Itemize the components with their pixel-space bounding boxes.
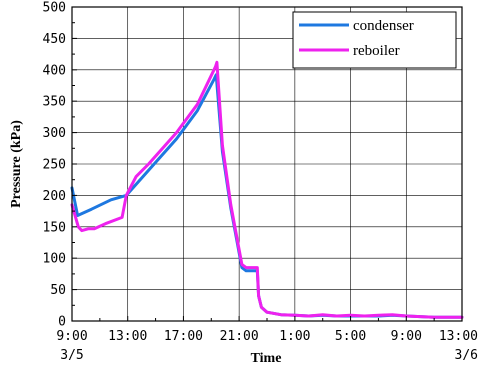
x-tick-label: 5:00: [335, 329, 366, 344]
y-tick-label: 350: [43, 95, 66, 110]
series-line-reboiler: [70, 60, 464, 319]
x-tick-labels: 9:00 13:00 17:00 21:00 1:00 5:00 9:00 13:00: [56, 329, 478, 344]
y-tick-label: 150: [43, 220, 66, 235]
x-tick-label: 9:00: [56, 329, 87, 344]
y-tick-label: 250: [43, 158, 66, 173]
legend-label-reboiler: reboiler: [353, 43, 400, 59]
x-tick-label: 13:00: [108, 329, 147, 344]
legend: condenser reboiler: [292, 11, 457, 69]
x-date-label: 3/5: [60, 348, 83, 363]
x-tick-label: 17:00: [164, 329, 203, 344]
x-axis-title: Time: [251, 351, 282, 366]
y-tick-labels: 0 50 100 150 200 250 300 350 400 450 500: [43, 1, 66, 330]
y-tick-label: 200: [43, 189, 66, 204]
y-tick-label: 500: [43, 1, 66, 16]
x-tick-label: 9:00: [391, 329, 422, 344]
plot-frame: [71, 6, 463, 322]
series-layer: [70, 60, 464, 319]
x-tick-label: 1:00: [279, 329, 310, 344]
legend-box: [292, 11, 457, 69]
x-date-label: 3/6: [455, 348, 478, 363]
y-tick-label: 300: [43, 126, 66, 141]
y-axis-title: Pressure (kPa): [9, 120, 24, 208]
y-tick-label: 400: [43, 63, 66, 78]
x-tick-label: 13:00: [439, 329, 478, 344]
y-tick-label: 0: [58, 315, 66, 330]
legend-label-condenser: condenser: [353, 18, 414, 34]
y-tick-label: 450: [43, 32, 66, 47]
x-date-labels: 3/5 3/6: [60, 348, 478, 363]
y-tick-label: 100: [43, 252, 66, 267]
x-tick-label: 21:00: [220, 329, 259, 344]
y-tick-label: 50: [50, 283, 66, 298]
